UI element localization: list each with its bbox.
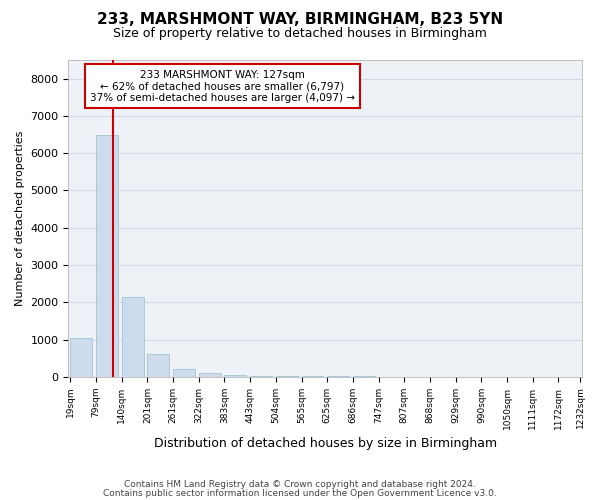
Bar bbox=[302, 376, 323, 377]
Bar bbox=[250, 376, 272, 377]
Text: Contains public sector information licensed under the Open Government Licence v3: Contains public sector information licen… bbox=[103, 488, 497, 498]
Bar bbox=[276, 376, 298, 377]
Y-axis label: Number of detached properties: Number of detached properties bbox=[15, 130, 25, 306]
Bar bbox=[224, 374, 247, 377]
Bar bbox=[96, 134, 118, 377]
X-axis label: Distribution of detached houses by size in Birmingham: Distribution of detached houses by size … bbox=[154, 437, 497, 450]
Bar bbox=[70, 338, 92, 377]
Text: 233, MARSHMONT WAY, BIRMINGHAM, B23 5YN: 233, MARSHMONT WAY, BIRMINGHAM, B23 5YN bbox=[97, 12, 503, 28]
Bar bbox=[148, 354, 169, 377]
Bar bbox=[199, 373, 221, 377]
Text: Contains HM Land Registry data © Crown copyright and database right 2024.: Contains HM Land Registry data © Crown c… bbox=[124, 480, 476, 489]
Bar bbox=[173, 368, 195, 377]
Bar bbox=[122, 296, 143, 377]
Text: Size of property relative to detached houses in Birmingham: Size of property relative to detached ho… bbox=[113, 28, 487, 40]
Text: 233 MARSHMONT WAY: 127sqm
← 62% of detached houses are smaller (6,797)
37% of se: 233 MARSHMONT WAY: 127sqm ← 62% of detac… bbox=[90, 70, 355, 102]
